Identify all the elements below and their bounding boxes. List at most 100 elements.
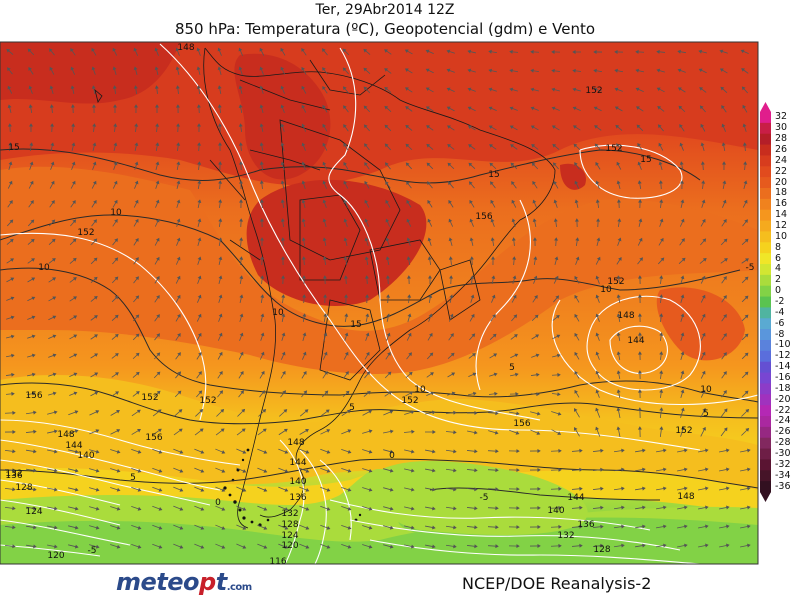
wind-arrow-head: [723, 258, 728, 262]
wind-arrow-head: [530, 87, 535, 92]
wind-arrow-head: [595, 313, 600, 318]
wind-arrow-head: [365, 332, 370, 337]
wind-arrow-head: [30, 200, 34, 204]
wind-arrow-head: [218, 237, 223, 241]
wind-arrow-head: [116, 487, 121, 492]
wind-arrow-head: [133, 47, 138, 52]
wind-arrow-head: [425, 68, 430, 73]
colorbar-tick-label: 30: [775, 122, 788, 134]
wind-arrow-head: [368, 525, 373, 530]
wind-arrow-head: [384, 87, 389, 91]
wind-arrow-head: [474, 410, 478, 415]
colorbar-tick-label: -8: [775, 328, 785, 340]
wind-arrow-head: [574, 162, 578, 167]
colorbar-tick-label: -10: [775, 339, 791, 351]
wind-arrow-head: [51, 219, 56, 224]
wind-arrow-head: [453, 468, 457, 473]
wind-arrow-head: [579, 448, 583, 453]
wind-arrow-head: [305, 469, 310, 473]
wind-arrow-head: [491, 256, 496, 260]
wind-arrow-head: [572, 87, 577, 92]
wind-arrow-head: [595, 332, 600, 337]
wind-arrow-head: [301, 256, 306, 260]
wind-arrow-head: [448, 256, 453, 260]
wind-arrow-head: [280, 237, 285, 241]
wind-arrow-head: [684, 448, 688, 453]
wind-arrow-head: [389, 544, 394, 549]
wind-arrow-head: [175, 85, 180, 89]
wind-arrow-head: [198, 351, 202, 356]
wind-arrow-head: [179, 545, 184, 549]
wind-arrow-head: [494, 430, 499, 435]
wind-arrow-head: [551, 49, 555, 54]
wind-arrow-head: [593, 106, 598, 111]
wind-arrow-head: [680, 389, 685, 394]
wind-arrow-head: [680, 199, 685, 204]
wind-arrow-head: [516, 487, 520, 492]
wind-arrow-head: [200, 545, 205, 549]
wind-arrow-head: [579, 467, 583, 472]
wind-arrow-head: [657, 106, 662, 110]
wind-arrow-head: [447, 181, 452, 186]
wind-arrow-head: [8, 180, 13, 185]
wind-arrow-head: [31, 315, 36, 320]
wind-arrow-head: [31, 258, 35, 262]
wind-arrow-head: [638, 199, 643, 203]
wind-arrow-head: [637, 370, 642, 374]
colorbar-swatch: [760, 274, 771, 287]
wind-arrow-head: [554, 275, 559, 280]
wind-arrow-head: [238, 142, 243, 146]
wind-arrow-head: [33, 468, 37, 473]
wind-arrow-head: [347, 429, 352, 433]
colorbar-tick-label: -36: [775, 480, 791, 492]
colorbar-swatch: [760, 383, 771, 395]
wind-arrow-head: [284, 488, 289, 492]
wind-arrow-head: [490, 199, 495, 204]
wind-arrow-head: [93, 219, 97, 224]
wind-arrow-head: [509, 106, 514, 111]
wind-arrow-head: [404, 49, 409, 54]
wind-arrow-head: [742, 104, 747, 109]
wind-arrow-head: [579, 486, 583, 491]
wind-arrow-head: [574, 332, 578, 337]
wind-arrow-head: [595, 161, 599, 166]
wind-arrow-head: [600, 448, 604, 453]
wind-arrow-head: [176, 237, 181, 242]
wind-arrow-head: [368, 487, 373, 492]
wind-arrow-head: [744, 333, 749, 338]
wind-arrow-head: [303, 370, 307, 375]
wind-arrow-head: [616, 199, 621, 203]
wind-arrow-head: [343, 237, 348, 242]
geopotential-label: 136: [5, 471, 22, 481]
wind-arrow-head: [537, 448, 541, 453]
wind-arrow-head: [677, 49, 681, 54]
wind-arrow-head: [71, 161, 76, 166]
wind-arrow-head: [642, 467, 646, 472]
isotherm-label: 15: [640, 155, 651, 165]
meteopt-logo[interactable]: meteopt.com: [116, 568, 252, 596]
wind-arrow-head: [95, 468, 100, 473]
wind-arrow-head: [281, 351, 286, 356]
wind-arrow-head: [113, 123, 118, 127]
wind-arrow-head: [490, 181, 494, 186]
wind-arrow-head: [558, 467, 562, 472]
colorbar-tick-label: 4: [775, 263, 782, 275]
wind-arrow-head: [680, 275, 685, 280]
wind-arrow-head: [451, 372, 456, 376]
geopotential-label: 152: [199, 396, 216, 406]
wind-arrow-head: [114, 276, 119, 281]
wind-arrow-head: [617, 218, 622, 222]
wind-arrow-head: [467, 125, 472, 129]
wind-arrow-head: [94, 353, 99, 357]
wind-arrow-head: [280, 47, 285, 52]
wind-arrow-head: [363, 105, 368, 110]
wind-arrow-head: [343, 180, 348, 185]
wind-arrow-head: [238, 123, 243, 127]
wind-arrow-head: [447, 162, 452, 167]
wind-arrow-head: [33, 429, 37, 434]
wind-arrow-head: [596, 256, 601, 261]
wind-arrow-head: [663, 486, 667, 491]
wind-arrow-head: [176, 294, 181, 299]
wind-arrow-head: [301, 275, 306, 279]
